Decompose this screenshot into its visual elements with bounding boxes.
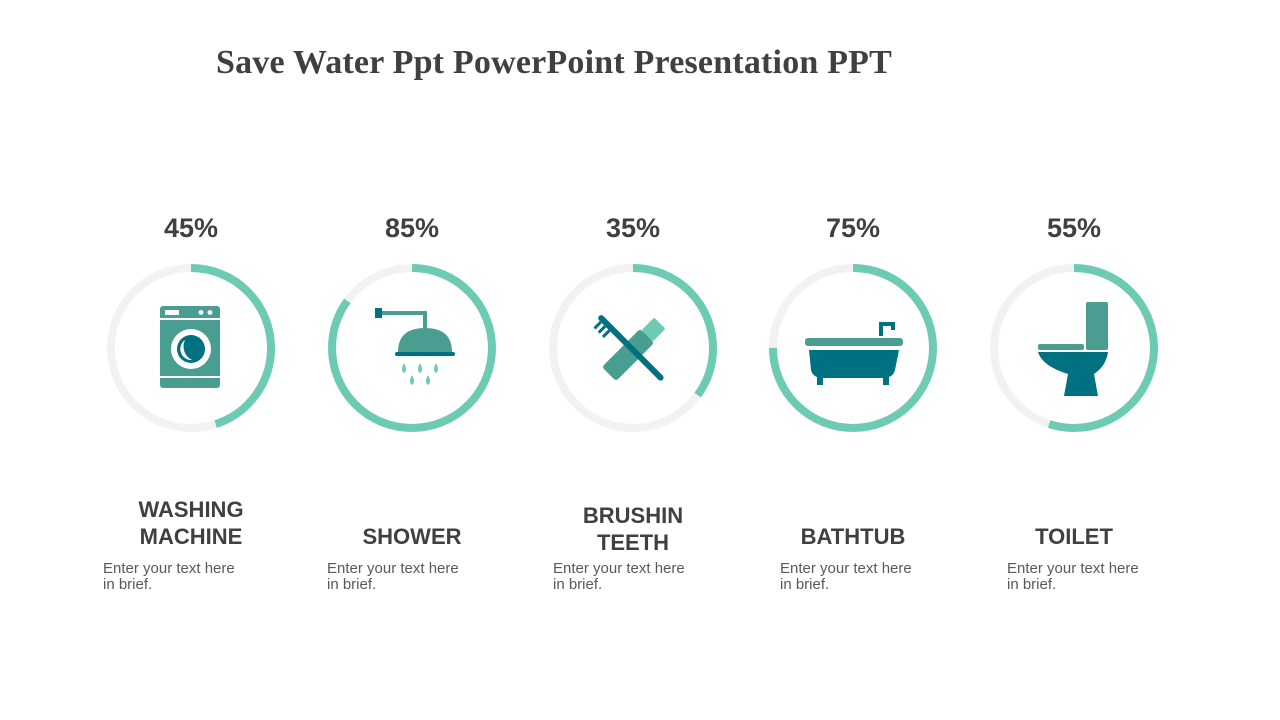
toothbrush-toothpaste-crossed-icon: [593, 315, 665, 381]
usage-item-brushing-teeth: 35% BRUSHIN TEETH Enter your text here i…: [533, 0, 733, 720]
percent-label: 85%: [384, 213, 440, 243]
progress-ring: [107, 264, 275, 432]
percent-label: 35%: [605, 213, 661, 243]
progress-ring: [769, 264, 937, 432]
bathtub-icon: [805, 322, 903, 385]
progress-ring: [990, 264, 1158, 432]
item-label: SHOWER: [362, 524, 462, 549]
item-label: BATHTUB: [800, 524, 906, 549]
usage-item-toilet: 55% TOILET Enter your text here in brief…: [974, 0, 1174, 720]
progress-ring-fill: [549, 264, 717, 432]
percent-label: 75%: [825, 213, 881, 243]
shower-icon: [375, 308, 455, 385]
progress-ring-fill: [769, 264, 937, 432]
slide-title: Save Water Ppt PowerPoint Presentation P…: [216, 44, 893, 81]
washing-machine-icon: [160, 306, 220, 388]
progress-ring-fill: [990, 264, 1158, 432]
item-label: WASHING MACHINE: [138, 497, 244, 549]
item-description: Enter your text here in brief.: [327, 560, 459, 593]
item-label: BRUSHIN TEETH: [582, 503, 684, 555]
progress-ring-fill: [328, 264, 496, 432]
usage-item-washing-machine: 45% WASHING MACHINE Enter your text here…: [91, 0, 291, 720]
item-description: Enter your text here in brief.: [553, 560, 685, 593]
progress-ring-fill: [107, 264, 275, 432]
toilet-icon: [1038, 302, 1108, 396]
item-description: Enter your text here in brief.: [1007, 560, 1139, 593]
usage-item-bathtub: 75% BATHTUB Enter your text here in brie…: [753, 0, 953, 720]
usage-item-shower: 85% SHOWER Enter your text here in brief…: [312, 0, 512, 720]
item-description: Enter your text here in brief.: [780, 560, 912, 593]
item-description: Enter your text here in brief.: [103, 560, 235, 593]
progress-ring: [549, 264, 717, 432]
percent-label: 55%: [1046, 213, 1102, 243]
percent-label: 45%: [163, 213, 219, 243]
progress-ring: [328, 264, 496, 432]
item-label: TOILET: [1035, 524, 1113, 549]
